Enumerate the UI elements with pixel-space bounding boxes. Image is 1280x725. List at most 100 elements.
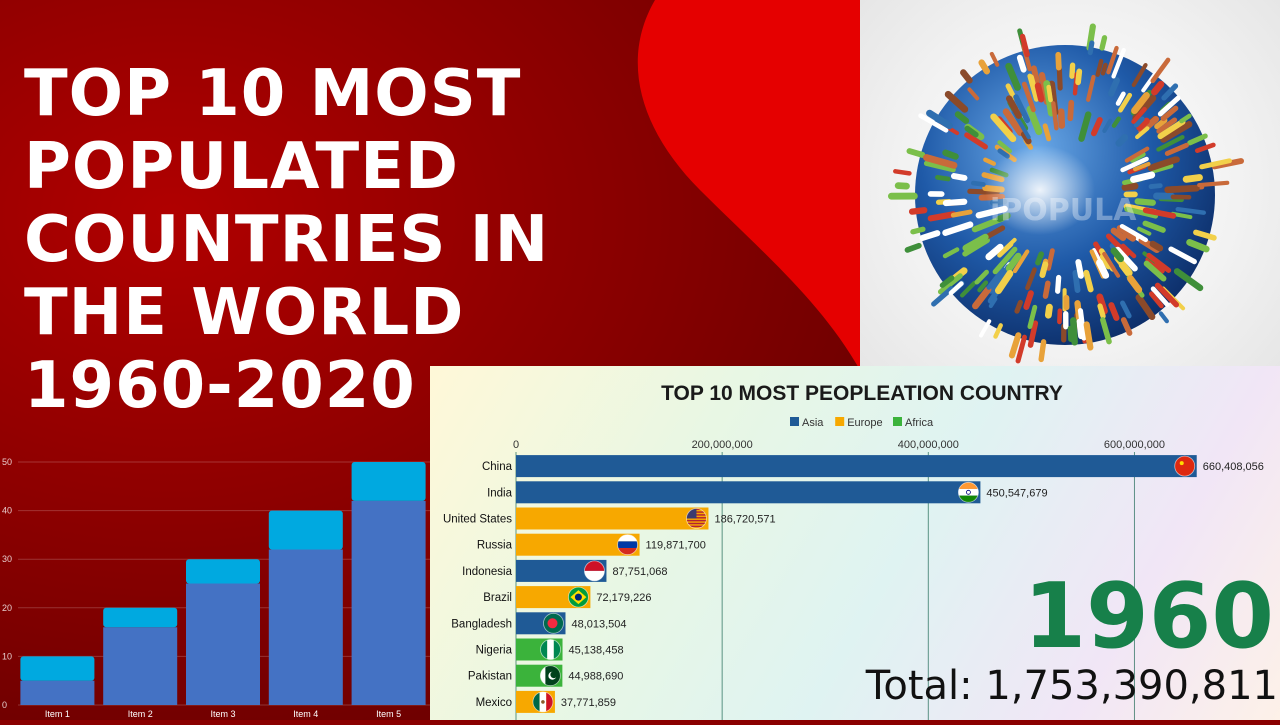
person-figure [1045, 126, 1049, 139]
person-figure [982, 63, 987, 72]
person-figure [907, 246, 918, 250]
person-figure [1186, 177, 1199, 179]
person-figure [1138, 201, 1153, 202]
person-figure [1075, 273, 1077, 290]
mini-xtick-label: Item 5 [376, 709, 401, 719]
person-figure [946, 202, 964, 203]
population-value-label: 450,547,679 [986, 487, 1047, 499]
person-figure [1053, 103, 1056, 128]
person-figure [945, 153, 955, 157]
mini-bar-segment [20, 656, 94, 680]
country-label: Bangladesh [451, 618, 512, 630]
x-tick-label: 600,000,000 [1104, 439, 1165, 451]
person-figure [1080, 311, 1083, 338]
year-label: 1960 [1024, 572, 1275, 662]
person-figure [1012, 335, 1018, 355]
population-value-label: 186,720,571 [714, 514, 775, 526]
indonesia-flag-icon [584, 561, 604, 581]
person-figure [1048, 307, 1049, 315]
population-value-label: 37,771,859 [561, 697, 616, 709]
person-figure [1073, 320, 1074, 342]
person-figure [1153, 244, 1160, 248]
population-value-label: 660,408,056 [1203, 461, 1264, 473]
person-figure [1020, 58, 1024, 70]
mini-ytick-label: 20 [2, 603, 12, 613]
mini-ytick-label: 0 [2, 700, 7, 710]
person-figure [963, 73, 969, 81]
mini-ytick-label: 10 [2, 651, 12, 661]
mini-bar-segment [352, 501, 426, 705]
person-figure [895, 171, 909, 173]
population-value-label: 45,138,458 [569, 645, 624, 657]
x-tick-label: 400,000,000 [898, 439, 959, 451]
person-figure [953, 212, 970, 215]
person-figure [1154, 84, 1160, 92]
chart-title: TOP 10 MOST PEOPLEATION COUNTRY [661, 382, 1063, 405]
population-value-label: 72,179,226 [596, 592, 651, 604]
legend-swatch [893, 417, 902, 426]
person-figure [1087, 324, 1091, 347]
country-label: United States [443, 514, 512, 526]
person-figure [1102, 38, 1104, 48]
person-figure [1038, 254, 1041, 263]
person-figure [1045, 283, 1047, 296]
person-figure [1119, 138, 1125, 144]
total-label: Total: 1,753,390,811 [866, 666, 1278, 706]
person-figure [1168, 188, 1197, 190]
legend-swatch [790, 417, 799, 426]
country-label: Russia [477, 540, 513, 552]
country-label: India [487, 487, 513, 499]
mini-xtick-label: Item 2 [128, 709, 153, 719]
mini-bar-segment [103, 627, 177, 705]
person-figure [1090, 43, 1092, 53]
globe-illustration: iPOPULA [860, 0, 1280, 370]
mini-ytick-label: 30 [2, 554, 12, 564]
india-flag-icon [958, 482, 978, 502]
country-label: Brazil [483, 592, 512, 604]
person-figure [1126, 234, 1133, 239]
person-figure [1049, 87, 1051, 100]
person-figure [992, 54, 997, 65]
person-figure [1125, 186, 1135, 187]
person-figure [1100, 306, 1103, 316]
person-figure [937, 177, 948, 179]
country-label: China [482, 461, 513, 473]
person-figure [1078, 71, 1079, 82]
person-figure [1072, 65, 1073, 76]
mini-ytick-label: 50 [2, 457, 12, 467]
person-figure [1061, 112, 1062, 126]
mini-bar-segment [269, 549, 343, 705]
mini-ytick-label: 40 [2, 506, 12, 516]
person-figure [1070, 103, 1071, 119]
person-figure [1078, 262, 1081, 276]
x-tick-label: 200,000,000 [692, 439, 753, 451]
mini-xtick-label: Item 3 [210, 709, 235, 719]
mini-bar-segment [20, 681, 94, 705]
person-figure [1058, 55, 1059, 68]
country-label: Nigeria [476, 645, 513, 657]
population-value-label: 44,988,690 [568, 671, 623, 683]
brazil-flag-icon [568, 587, 588, 607]
person-figure [1038, 86, 1041, 99]
person-figure [913, 229, 923, 232]
mini-bar-segment [186, 559, 260, 583]
china-flag-icon [1175, 456, 1195, 476]
person-figure [1017, 302, 1020, 311]
person-figure [1042, 264, 1045, 275]
person-figure [1058, 278, 1059, 292]
mexico-flag-icon [533, 692, 553, 712]
person-figure [912, 210, 924, 211]
population-bar [516, 508, 708, 530]
person-figure [909, 151, 922, 155]
person-figure [1041, 342, 1043, 360]
population-bar [516, 455, 1197, 477]
population-value-label: 119,871,700 [646, 540, 706, 552]
country-label: Mexico [476, 697, 512, 709]
mini-bar-segment [186, 584, 260, 706]
country-label: Pakistan [468, 671, 512, 683]
population-value-label: 48,013,504 [571, 618, 626, 630]
person-figure [1103, 65, 1106, 73]
bangladesh-flag-icon [543, 613, 563, 633]
